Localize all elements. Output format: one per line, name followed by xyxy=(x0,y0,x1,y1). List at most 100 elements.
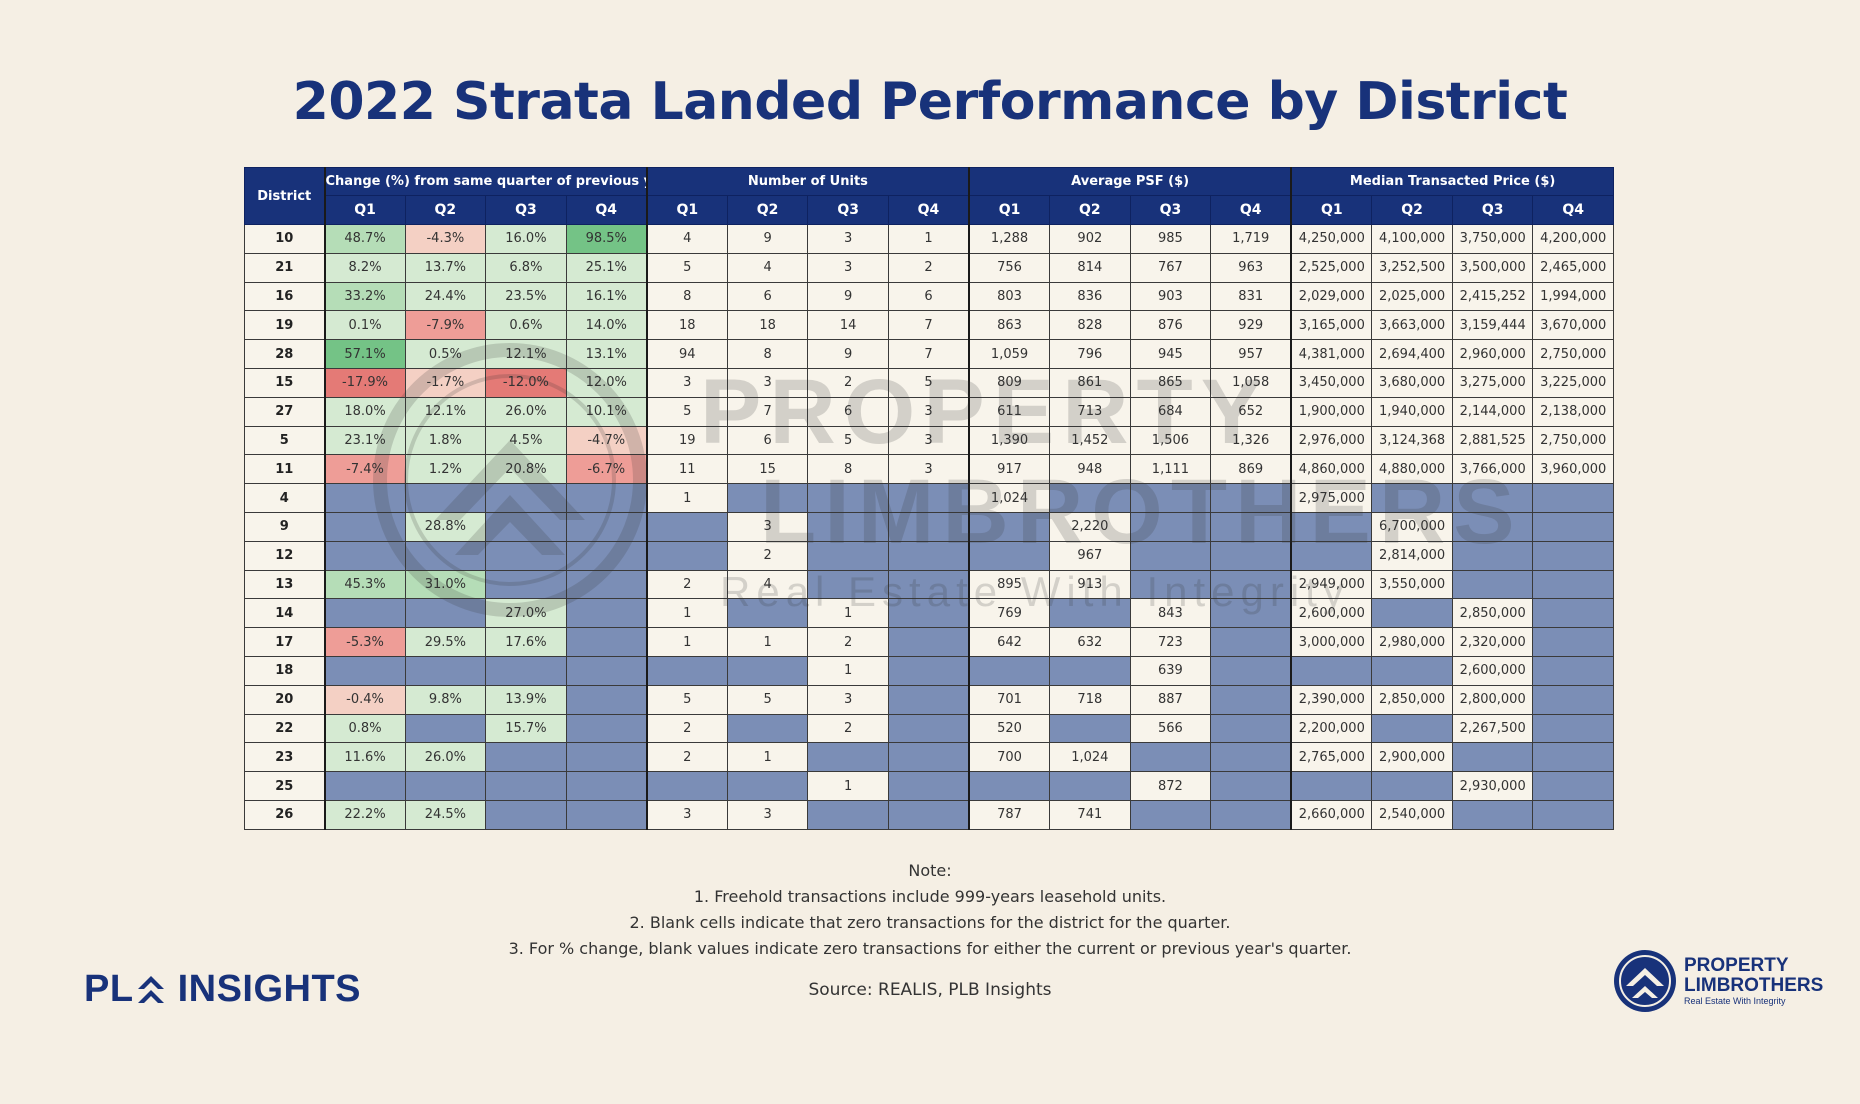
units-cell xyxy=(887,771,970,801)
table-row: 18 1 639 2,600,000 xyxy=(244,655,1614,686)
district-cell: 10 xyxy=(244,224,325,254)
psf-cell: 611 xyxy=(968,396,1051,427)
units-cell: 6 xyxy=(807,396,889,427)
units-cell: 1 xyxy=(726,627,809,657)
change-cell xyxy=(565,713,648,744)
units-cell: 8 xyxy=(726,339,809,369)
units-cell: 5 xyxy=(645,684,728,715)
change-cell xyxy=(404,540,487,571)
price-cell xyxy=(1532,511,1614,542)
psf-cell xyxy=(1049,483,1131,513)
psf-cell: 872 xyxy=(1129,771,1212,801)
price-cell: 2,540,000 xyxy=(1371,799,1453,830)
district-cell: 18 xyxy=(244,655,325,686)
change-cell: 23.1% xyxy=(323,425,406,456)
price-cell: 2,900,000 xyxy=(1371,742,1453,773)
change-cell xyxy=(485,799,567,830)
group-header-change: Change (%) from same quarter of previous… xyxy=(323,167,648,196)
units-cell: 3 xyxy=(645,367,728,398)
table-row: 15 -17.9% -1.7% -12.0% 12.0% 3 3 2 5 809 861 865 1,0… xyxy=(244,367,1614,398)
units-cell xyxy=(807,799,889,830)
units-cell: 9 xyxy=(807,339,889,369)
change-cell: 24.5% xyxy=(404,799,487,830)
psf-cell xyxy=(1129,799,1212,830)
psf-cell xyxy=(1210,511,1292,542)
psf-cell: 787 xyxy=(968,799,1051,830)
units-cell: 7 xyxy=(887,310,970,341)
change-cell: 29.5% xyxy=(404,627,487,657)
quarter-header: Q2 xyxy=(726,195,809,225)
price-cell: 2,525,000 xyxy=(1290,252,1373,283)
units-cell: 7 xyxy=(887,339,970,369)
units-cell xyxy=(807,540,889,571)
price-cell: 6,700,000 xyxy=(1371,511,1453,542)
performance-table-container: District Change (%) from same quarter of… xyxy=(244,167,1615,830)
district-cell: 27 xyxy=(244,396,325,427)
change-cell: 1.8% xyxy=(404,425,487,456)
district-cell: 9 xyxy=(244,511,325,542)
psf-cell: 929 xyxy=(1210,310,1292,341)
units-cell: 1 xyxy=(645,483,728,513)
psf-cell: 945 xyxy=(1129,339,1212,369)
price-cell: 2,029,000 xyxy=(1290,281,1373,312)
units-cell: 5 xyxy=(807,425,889,456)
change-cell: 13.1% xyxy=(565,339,648,369)
units-cell: 6 xyxy=(726,281,809,312)
psf-cell: 741 xyxy=(1049,799,1131,830)
units-cell xyxy=(726,483,809,513)
units-cell: 4 xyxy=(645,224,728,254)
psf-cell: 652 xyxy=(1210,396,1292,427)
quarter-header: Q4 xyxy=(1210,195,1292,225)
quarter-header: Q1 xyxy=(1290,195,1373,225)
psf-cell: 902 xyxy=(1049,224,1131,254)
property-limbrothers-logo: PROPERTY LIMBROTHERS Real Estate With In… xyxy=(1612,948,1823,1014)
change-cell: 12.1% xyxy=(404,396,487,427)
psf-cell xyxy=(1210,598,1292,629)
psf-cell: 876 xyxy=(1129,310,1212,341)
psf-cell xyxy=(1210,483,1292,513)
units-cell: 1 xyxy=(887,224,970,254)
change-cell xyxy=(404,483,487,513)
psf-cell: 957 xyxy=(1210,339,1292,369)
table-row: 17 -5.3% 29.5% 17.6% 1 1 2 642 632 723 3,000,000 2,… xyxy=(244,627,1614,657)
price-cell: 3,766,000 xyxy=(1451,454,1534,485)
units-cell xyxy=(645,511,728,542)
price-cell xyxy=(1371,655,1453,686)
change-cell: 26.0% xyxy=(485,396,567,427)
units-cell: 2 xyxy=(807,713,889,744)
change-cell: -4.7% xyxy=(565,425,648,456)
psf-cell: 756 xyxy=(968,252,1051,283)
change-cell: 9.8% xyxy=(404,684,487,715)
table-row: 22 0.8% 15.7% 2 2 520 566 2,200,000 2,267,500 xyxy=(244,713,1614,744)
change-cell: 24.4% xyxy=(404,281,487,312)
price-cell xyxy=(1532,483,1614,513)
price-cell: 2,750,000 xyxy=(1532,339,1614,369)
table-row: 19 0.1% -7.9% 0.6% 14.0% 18 18 14 7 863 828 876 929 3… xyxy=(244,310,1614,341)
price-cell: 2,930,000 xyxy=(1451,771,1534,801)
table-row: 21 8.2% 13.7% 6.8% 25.1% 5 4 3 2 756 814 767 963 2,52… xyxy=(244,252,1614,283)
quarter-header: Q1 xyxy=(968,195,1051,225)
district-header: District xyxy=(244,167,325,225)
change-cell xyxy=(565,799,648,830)
psf-cell: 948 xyxy=(1049,454,1131,485)
district-cell: 13 xyxy=(244,569,325,600)
price-cell: 3,124,368 xyxy=(1371,425,1453,456)
psf-cell: 718 xyxy=(1049,684,1131,715)
psf-cell: 769 xyxy=(968,598,1051,629)
quarter-header: Q3 xyxy=(1129,195,1212,225)
district-cell: 19 xyxy=(244,310,325,341)
psf-cell: 828 xyxy=(1049,310,1131,341)
table-row: 28 57.1% 0.5% 12.1% 13.1% 94 8 9 7 1,059 796 945 957… xyxy=(244,339,1614,369)
psf-cell: 869 xyxy=(1210,454,1292,485)
units-cell: 18 xyxy=(645,310,728,341)
units-cell: 1 xyxy=(807,771,889,801)
price-cell xyxy=(1451,483,1534,513)
psf-cell: 1,024 xyxy=(1049,742,1131,773)
price-cell: 3,750,000 xyxy=(1451,224,1534,254)
price-cell: 2,025,000 xyxy=(1371,281,1453,312)
price-cell: 3,225,000 xyxy=(1532,367,1614,398)
quarter-header: Q2 xyxy=(1371,195,1453,225)
price-cell: 1,994,000 xyxy=(1532,281,1614,312)
price-cell: 2,814,000 xyxy=(1371,540,1453,571)
units-cell: 4 xyxy=(726,569,809,600)
